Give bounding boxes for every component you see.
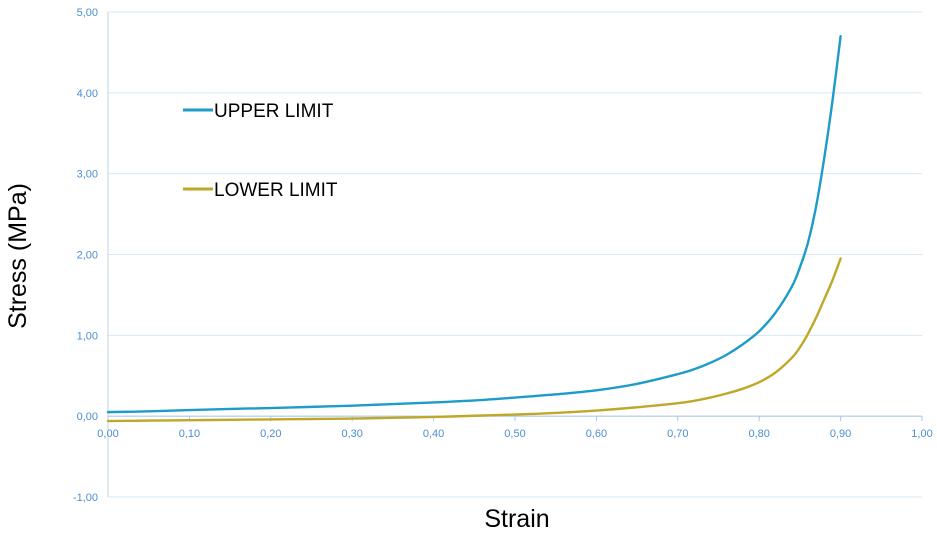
x-tick-label: 0,30	[341, 428, 362, 440]
x-tick-label: 0,40	[423, 428, 444, 440]
y-tick-label: 5,00	[77, 7, 98, 19]
x-tick-label: 0,20	[260, 428, 281, 440]
x-tick-label: 0,60	[586, 428, 607, 440]
legend: UPPER LIMIT LOWER LIMIT	[183, 101, 338, 201]
legend-item-upper-limit: UPPER LIMIT	[183, 101, 334, 122]
x-axis-title: Strain	[484, 505, 549, 533]
y-tick-label: -1,00	[73, 492, 98, 504]
legend-label: LOWER LIMIT	[214, 180, 338, 201]
legend-item-lower-limit: LOWER LIMIT	[183, 180, 338, 201]
x-tick-label: 0,70	[667, 428, 688, 440]
y-axis-title: Stress (MPa)	[4, 183, 32, 329]
y-tick-label: 4,00	[77, 88, 98, 100]
grid-layer	[108, 11, 922, 498]
series-line-lower-limit	[106, 257, 842, 423]
x-tick-label: 1,00	[911, 428, 932, 440]
x-tick-label: 0,00	[97, 428, 118, 440]
series-layer	[106, 35, 842, 423]
x-tick-label: 0,10	[179, 428, 200, 440]
x-tick-label: 0,90	[830, 428, 851, 440]
x-tick-label: 0,50	[504, 428, 525, 440]
y-tick-label: 1,00	[77, 330, 98, 342]
legend-label: UPPER LIMIT	[214, 101, 334, 122]
y-tick-label: 2,00	[77, 250, 98, 262]
series-line-upper-limit	[106, 35, 842, 414]
x-tick-label: 0,80	[748, 428, 769, 440]
axis-layer: -1,00 0,00 1,00 2,00 3,00 4,00 5,00 0,00 0,10 0,2…	[73, 7, 933, 504]
y-tick-label: 3,00	[77, 169, 98, 181]
y-tick-label: 0,00	[77, 411, 98, 423]
